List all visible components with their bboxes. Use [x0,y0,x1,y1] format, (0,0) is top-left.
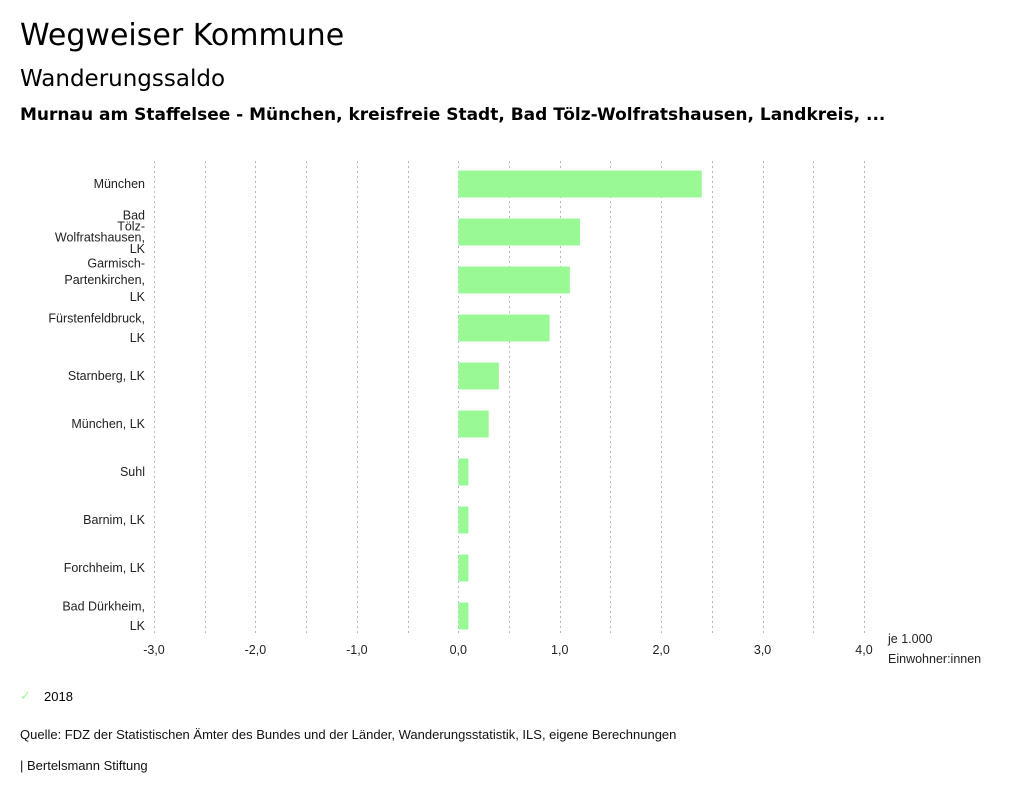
bar[interactable] [458,170,702,198]
category-label-line: München, LK [71,417,145,431]
x-tick-label: -2,0 [245,643,267,657]
bar[interactable] [458,458,469,486]
category-label: München [94,177,145,191]
category-label-line: Starnberg, LK [68,369,146,383]
category-label: Fürstenfeldbruck, LK [48,311,145,345]
x-tick-label: 4,0 [855,643,872,657]
bar[interactable] [458,554,469,582]
region-selection: Murnau am Staffelsee - München, kreisfre… [20,105,886,125]
category-label: Bad Dürkheim, LK [62,599,145,633]
x-axis-unit-line: Einwohner:innen [888,652,981,666]
x-tick-label: 2,0 [652,643,669,657]
category-label: Barnim, LK [83,513,145,527]
bar[interactable] [458,266,570,294]
category-label-line: LK [130,619,146,633]
bar[interactable] [458,410,489,438]
source-note: Quelle: FDZ der Statistischen Ämter des … [20,727,677,742]
x-tick-label: -1,0 [346,643,368,657]
category-label-line: Fürstenfeldbruck, [48,311,145,325]
category-label: Starnberg, LK [68,369,146,383]
legend-label: 2018 [44,688,73,704]
category-label-line: Barnim, LK [83,513,145,527]
category-label-line: München [94,177,145,191]
bar[interactable] [458,602,469,630]
bar[interactable] [458,506,469,534]
category-label: München, LK [71,417,145,431]
category-label-line: LK [130,331,146,345]
category-label-line: Tölz- [117,219,145,233]
bar-chart: MünchenBadTölz-Wolfratshausen,LKGarmisch… [48,161,981,666]
category-labels: MünchenBadTölz-Wolfratshausen,LKGarmisch… [48,177,145,633]
check-icon: ✓ [20,688,31,703]
category-label-line: Bad Dürkheim, [62,599,145,613]
category-label-line: Wolfratshausen, [55,231,145,245]
category-label-line: LK [130,290,146,304]
page-title: Wegweiser Kommune [20,18,345,53]
bar[interactable] [458,362,499,390]
category-label: Suhl [120,465,145,479]
x-tick-label: 1,0 [551,643,568,657]
x-tick-label: 0,0 [450,643,467,657]
chart-subtitle: Wanderungssaldo [20,66,226,92]
legend-item-2018[interactable]: ✓ 2018 [20,688,73,704]
category-label-line: Bad [123,208,145,222]
credit-note: | Bertelsmann Stiftung [20,758,148,773]
category-label-line: Suhl [120,465,145,479]
x-tick-label: 3,0 [754,643,771,657]
category-label-line: Garmisch- [87,256,145,270]
bars [458,170,702,630]
x-axis-title: je 1.000 Einwohner:innen [887,632,981,666]
category-label-line: Forchheim, LK [64,561,146,575]
x-tick-labels: -3,0 -2,0 -1,0 0,0 1,0 2,0 3,0 4,0 [143,643,873,657]
x-tick-label: -3,0 [143,643,165,657]
x-axis-unit-line: je 1.000 [887,632,933,646]
category-label-line: Partenkirchen, [64,273,145,287]
category-label-line: LK [130,242,146,256]
category-label: Forchheim, LK [64,561,146,575]
bar[interactable] [458,314,550,342]
bar[interactable] [458,218,580,246]
category-label: Garmisch- Partenkirchen, LK [64,256,145,304]
